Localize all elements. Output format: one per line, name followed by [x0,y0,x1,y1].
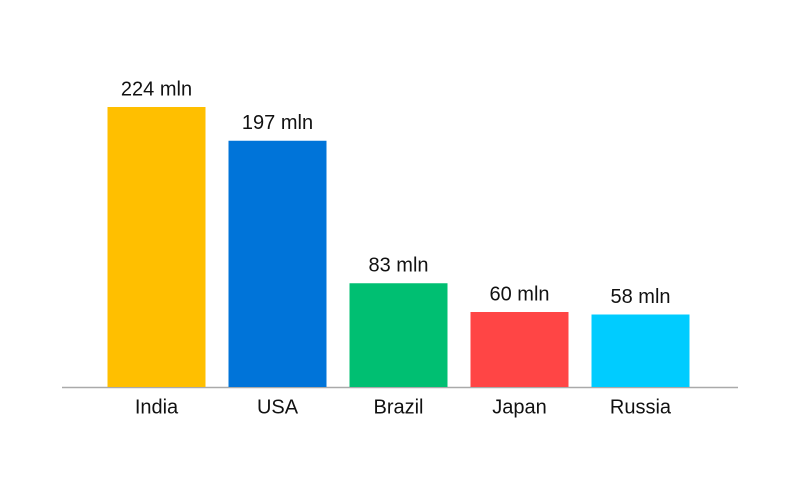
bar [349,283,448,387]
x-tick-label: Japan [492,396,547,418]
x-tick-label: India [135,396,179,418]
bar [591,314,690,387]
value-label: 224 mln [121,78,192,100]
bar [107,107,206,387]
x-tick-label: Brazil [373,396,423,418]
bar [470,312,569,387]
value-label: 197 mln [242,112,313,134]
x-tick-label: Russia [610,396,672,418]
value-label: 60 mln [489,283,549,305]
value-label: 83 mln [368,255,428,277]
bar [228,140,327,387]
x-tick-label: USA [257,396,299,418]
value-label: 58 mln [610,286,670,308]
